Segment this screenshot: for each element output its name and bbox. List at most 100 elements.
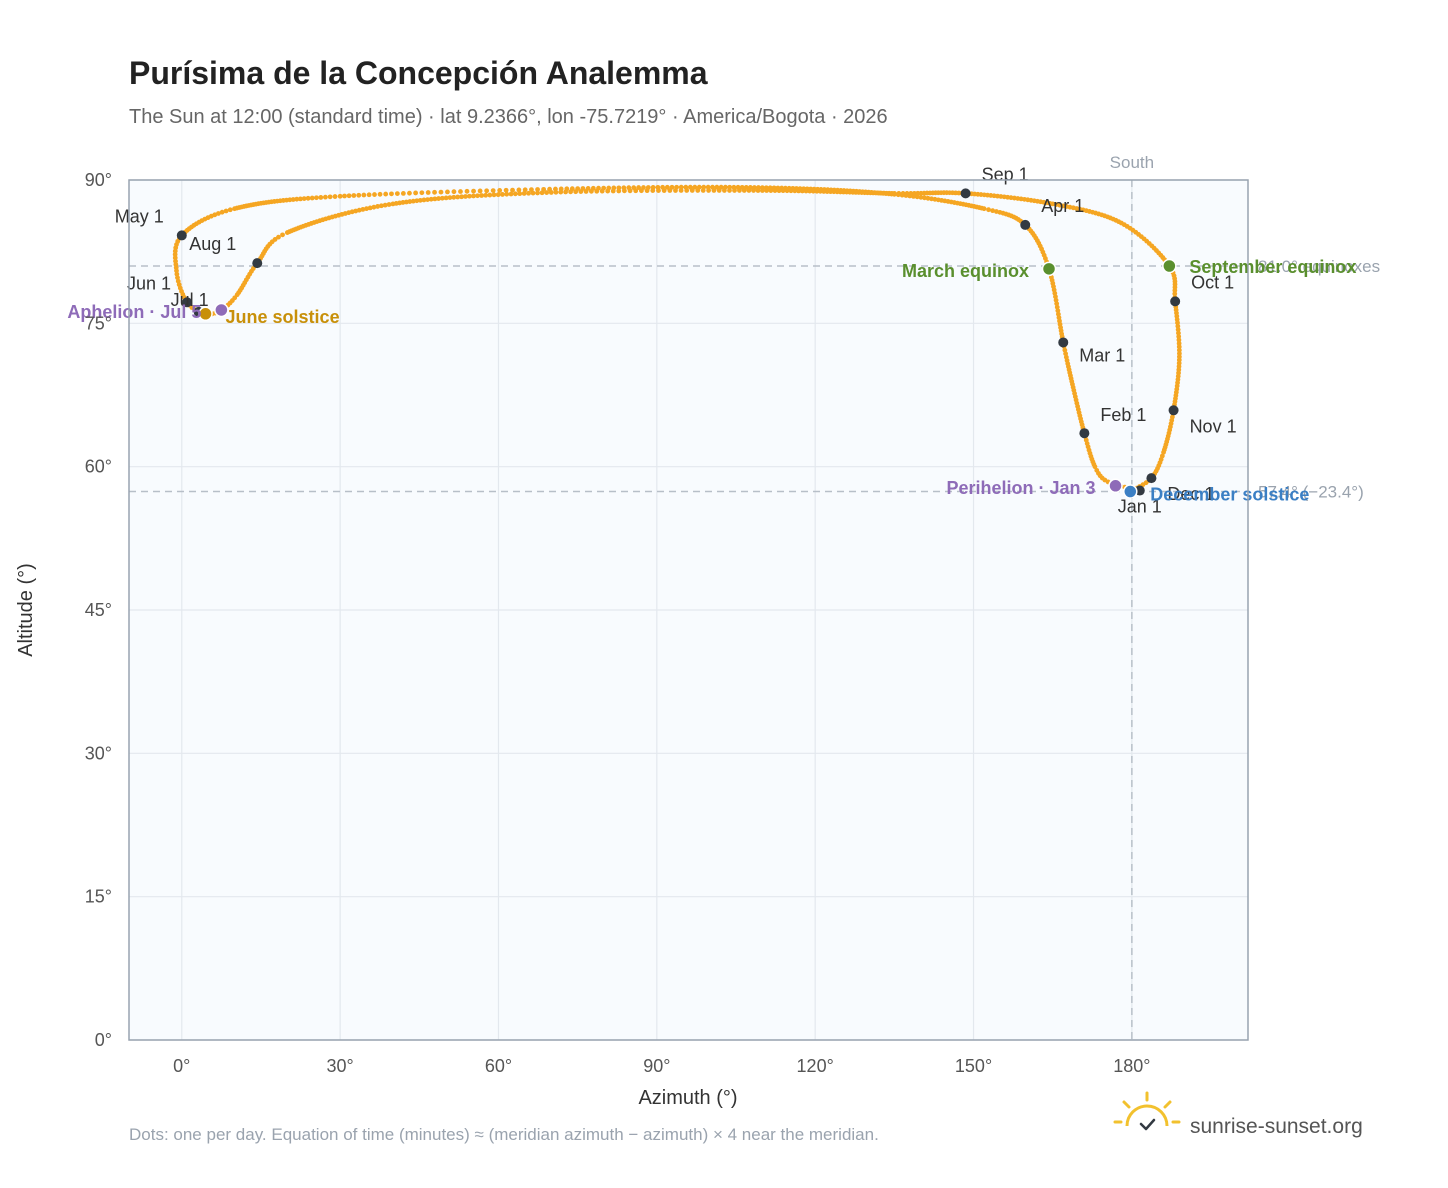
daily-sun-dot [500,192,505,197]
daily-sun-dot [382,202,388,208]
daily-sun-dot [755,188,761,193]
daily-sun-dot [272,237,278,242]
month-marker-dot [1058,337,1069,348]
month-marker-dot [1020,219,1031,230]
daily-sun-dot [622,188,627,194]
event-marker-label: September equinox [1189,257,1356,277]
y-tick-label: 90° [85,170,112,190]
daily-sun-dot [463,194,468,199]
daily-sun-dot [386,202,392,207]
daily-sun-dot [535,187,540,192]
daily-sun-dot [407,199,413,204]
daily-sun-dot [377,191,383,197]
daily-sun-dot [563,189,569,195]
daily-sun-dot [327,194,333,200]
daily-sun-dot [521,191,527,196]
daily-sun-dot [414,198,420,204]
daily-sun-dot [497,188,503,193]
daily-sun-dot [322,194,328,200]
chart-subtitle: The Sun at 12:00 (standard time) · lat 9… [129,106,888,128]
daily-sun-dot [438,189,444,195]
altitude-reference-label: 81.0° equinoxes [1258,257,1380,276]
daily-sun-dot [484,188,490,194]
daily-sun-dot [372,192,377,197]
daily-sun-dot [1176,341,1182,346]
daily-sun-dot [627,188,633,194]
daily-sun-dot [610,188,616,194]
daily-sun-dot [821,189,827,194]
month-marker-label: Mar 1 [1079,345,1125,365]
event-markers: March equinox September equinox June solst… [67,257,1356,505]
daily-sun-dot [799,188,805,194]
sun-check-icon [1113,1091,1181,1131]
daily-sun-dot [558,189,564,195]
daily-sun-dot [464,188,470,194]
event-marker-dot [1162,258,1177,274]
y-tick-label: 75° [85,313,112,333]
daily-sun-dot [578,189,584,194]
daily-sun-dot [990,208,996,214]
daily-sun-dot [664,184,670,190]
daily-sun-dot [986,207,991,213]
daily-sun-dot [445,189,450,195]
month-marker-dot [176,230,187,241]
daily-sun-dot [764,188,770,193]
daily-sun-dot [483,192,489,198]
daily-sun-dot [807,188,813,194]
daily-sun-dot [366,192,372,198]
month-marker-label: Sep 1 [982,164,1029,184]
daily-sun-dot [548,190,554,195]
footnote: Dots: one per day. Equation of time (min… [129,1125,879,1144]
brand-name: sunrise-sunset.org [1190,1115,1363,1138]
daily-sun-dot [394,191,400,197]
daily-sun-dot [425,190,431,195]
daily-sun-dot [759,188,765,193]
x-tick-label: 180° [1113,1056,1150,1076]
daily-sun-dot [360,207,366,212]
daily-sun-dot [276,234,281,240]
daily-sun-dot [544,190,550,195]
event-marker-label: December solstice [1150,485,1309,505]
month-marker-label: Oct 1 [1191,272,1234,292]
month-marker-dot [1168,405,1179,416]
daily-sun-dot [305,195,311,201]
daily-sun-dot [636,185,642,190]
y-axis-label: Altitude (°) [15,563,37,657]
daily-sun-dot [594,188,600,194]
daily-sun-dot [215,211,221,216]
month-marker-dot [252,258,263,269]
plot-frame [128,179,1249,1041]
daily-sun-dot [891,190,897,196]
daily-sun-dot [1176,330,1181,336]
daily-sun-dot [346,193,352,199]
daily-sun-dot [700,188,706,193]
daily-sun-dot [922,195,927,201]
daily-sun-dot [900,191,906,196]
daily-sun-dot [792,188,798,194]
daily-sun-dot [459,194,464,200]
month-marker-label: Aug 1 [189,234,236,254]
daily-sun-dot [491,192,497,198]
reference-lines: South 81.0° equinoxes 57.4° (−23.4°) [129,153,1380,1040]
daily-sun-dot [332,194,338,199]
month-marker-label: Feb 1 [1100,405,1146,425]
daily-sun-dot [746,188,752,193]
month-marker-label: Jul 1 [171,290,209,310]
daily-sun-dot [490,188,496,193]
daily-sun-dot [737,188,742,193]
daily-sun-dot [479,193,484,198]
y-tick-label: 15° [85,887,112,907]
daily-sun-dot [342,193,347,199]
daily-sun-dot [716,188,722,193]
daily-sun-dot [510,187,515,193]
month-marker-label: May 1 [115,206,164,226]
month-marker-label: Jun 1 [127,273,171,293]
event-marker-dot [198,306,213,322]
daily-sun-dot [504,191,510,197]
daily-sun-dot [522,187,528,193]
daily-sun-dot [475,193,480,199]
x-tick-label: 90° [643,1056,670,1076]
daily-sun-dot [1176,334,1182,339]
daily-sun-dot [588,188,594,194]
